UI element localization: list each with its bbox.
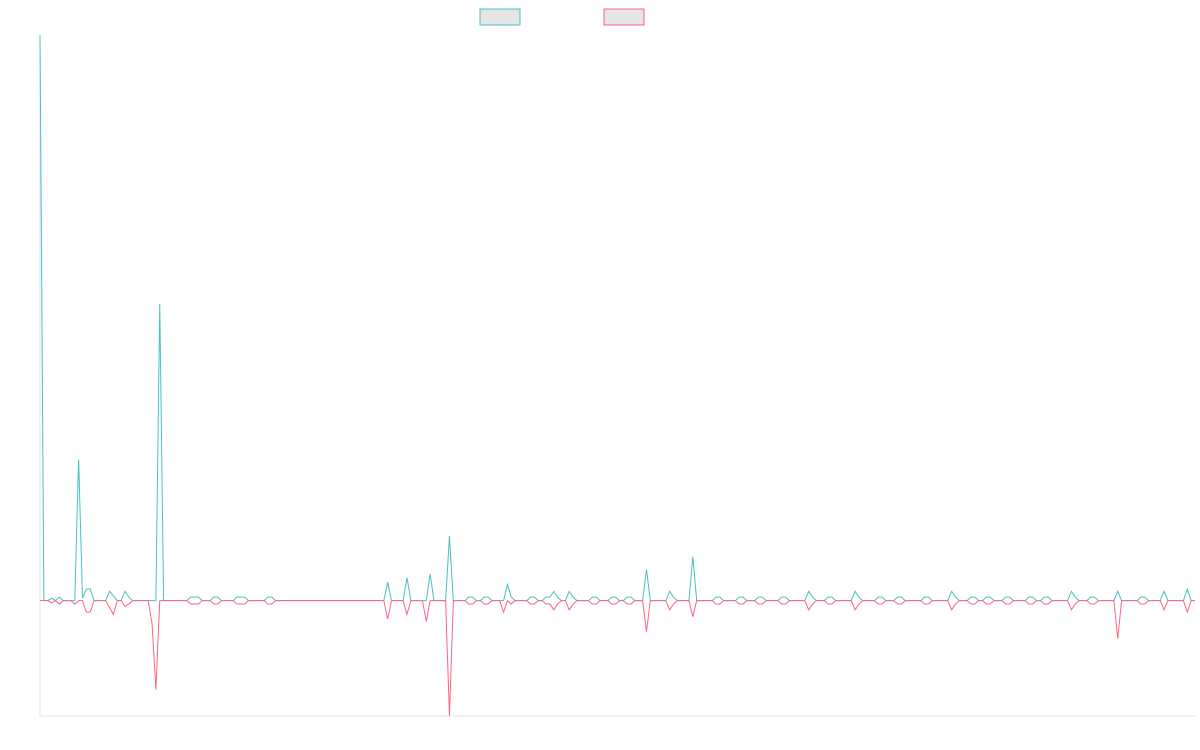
legend-swatch-2[interactable] xyxy=(603,8,645,26)
series-layer xyxy=(39,34,1195,717)
legend-swatch-1[interactable] xyxy=(479,8,521,26)
legend xyxy=(479,8,645,26)
series-line-1 xyxy=(39,34,1195,602)
axes xyxy=(39,35,1195,717)
series-line-2 xyxy=(40,599,1195,717)
